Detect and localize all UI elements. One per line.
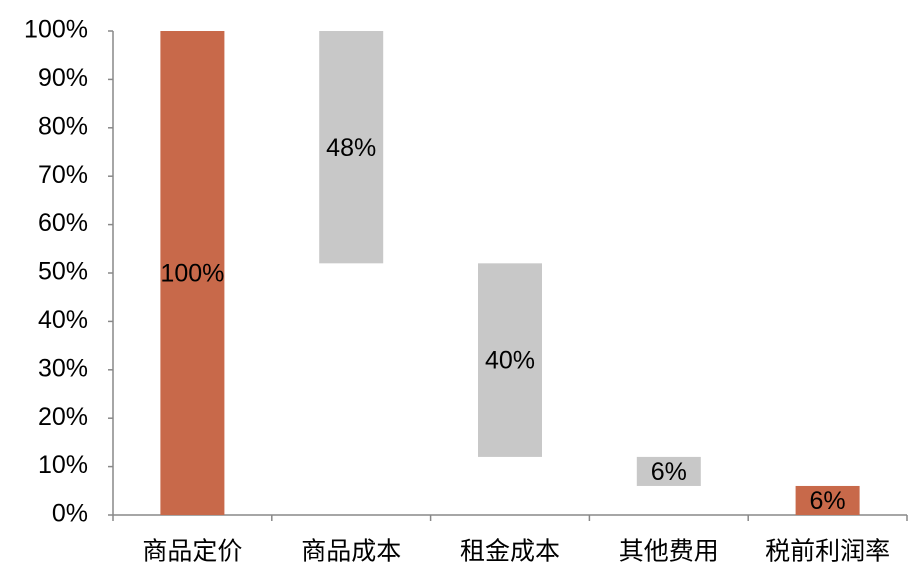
bar [636,456,701,486]
x-tick-label: 商品定价 [142,538,242,566]
bar [160,31,225,515]
y-tick-label: 50% [38,258,88,286]
y-tick-label: 70% [38,161,88,189]
y-tick-label: 90% [38,64,88,92]
value-label: 40% [485,347,535,375]
value-label: 48% [326,134,376,162]
y-tick-label: 30% [38,354,88,382]
y-tick-label: 10% [38,451,88,479]
x-tick-label: 其他费用 [619,538,719,566]
x-tick-label: 商品成本 [301,538,401,566]
y-tick-label: 60% [38,209,88,237]
y-tick-label: 80% [38,112,88,140]
x-tick-label: 租金成本 [460,538,560,566]
value-label: 6% [810,487,846,515]
value-label: 100% [160,260,224,288]
bar [795,485,860,515]
y-tick-label: 100% [24,16,88,44]
bar [319,31,384,264]
x-tick-label: 税前利润率 [765,538,890,566]
bar [478,263,542,457]
y-tick-label: 0% [52,500,88,528]
y-tick-label: 20% [38,403,88,431]
value-label: 6% [651,458,687,486]
y-tick-label: 40% [38,306,88,334]
